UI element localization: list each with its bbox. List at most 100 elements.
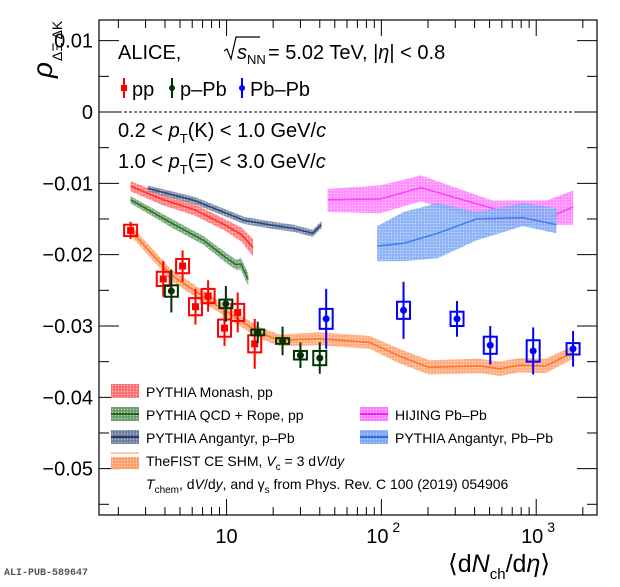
marker-square — [251, 340, 259, 348]
band-hatch — [147, 185, 322, 237]
fist-c: c — [276, 462, 281, 473]
sys-error-box — [163, 284, 179, 298]
foot-b: /d — [204, 476, 216, 492]
marker-square — [234, 308, 242, 316]
sys-error-box — [200, 287, 216, 305]
band-thefist-ce-shm-v-c-3-dv-dy — [130, 225, 574, 376]
band-center-line — [130, 185, 254, 248]
legend-item-monash: PYTHIA Monash, pp — [111, 384, 273, 400]
marker-circle — [222, 300, 230, 308]
marker-square — [221, 324, 229, 332]
marker-circle — [529, 347, 537, 355]
legend-bottom: PYTHIA Monash, pp PYTHIA QCD + Rope, pp … — [111, 384, 553, 496]
model-bands — [130, 175, 574, 376]
title-nn: NN — [247, 52, 266, 67]
y-tick-label: −0.01 — [42, 173, 93, 195]
x-tick-label-exponent: 2 — [392, 519, 400, 535]
band-center-line — [147, 187, 322, 235]
marker-square — [191, 303, 199, 311]
band-hatch — [130, 225, 574, 376]
y-tick-label: −0.04 — [42, 387, 93, 409]
data-point — [318, 288, 334, 349]
title-text: ALICE, — [118, 42, 181, 64]
sys-error-box — [396, 300, 412, 320]
marker-circle — [167, 287, 175, 295]
legend-label-pbpb: Pb–Pb — [250, 79, 310, 101]
sys-error-box — [175, 257, 191, 275]
fist-y: y — [336, 453, 345, 469]
legend-item-fist: TheFIST CE SHM, Vc = 3 dV/dy — [111, 452, 345, 473]
legend-label-angantyr-ppb: PYTHIA Angantyr, p–Pb — [146, 430, 295, 446]
legend-label-pp: pp — [132, 79, 154, 101]
sys-error-box — [218, 298, 234, 310]
x-axis-N: N — [472, 550, 491, 578]
series-p-pb — [163, 269, 328, 374]
y-tick-label: −0.02 — [42, 245, 93, 267]
x-tick-label-exponent: 3 — [547, 519, 555, 535]
band-area — [130, 225, 574, 376]
annotation-kaon-pt: 0.2 < pT(K) < 1.0 GeV/c — [118, 120, 326, 146]
foot-a: , d — [179, 476, 195, 492]
band-pythia-angantyr-pb-pb — [377, 203, 557, 262]
legend-label-fist: TheFIST CE SHM, Vc = 3 dV/dy — [146, 453, 345, 473]
title-s: s — [237, 42, 247, 64]
marker-circle — [279, 337, 287, 345]
title-rest: = 5.02 TeV, |η| < 0.8 — [268, 42, 445, 64]
x-axis-close: ⟩ — [540, 550, 550, 578]
sys-error-box — [525, 339, 541, 363]
foot-d: from Phys. Rev. C 100 (2019) 054906 — [270, 476, 509, 492]
fist-V2: V — [316, 453, 327, 469]
legend-label-monash: PYTHIA Monash, pp — [146, 384, 273, 400]
data-point — [275, 326, 291, 356]
band-pythia-monash-pp — [130, 181, 254, 257]
fist-a: TheFIST CE SHM, — [146, 453, 266, 469]
band-center-line — [377, 216, 557, 247]
annotation-xi-pt: 1.0 < pT(Ξ) < 3.0 GeV/c — [118, 151, 326, 177]
band-hatch — [377, 203, 557, 262]
legend-footnote: Tchem, dV/dy, and γs from Phys. Rev. C 1… — [146, 476, 509, 496]
ann2-a: 1.0 < — [118, 151, 169, 173]
sys-error-box — [565, 342, 581, 356]
marker-circle — [316, 354, 324, 362]
marker-square — [204, 292, 212, 300]
legend-item-pp: pp — [121, 78, 154, 101]
x-tick-label: 10 — [366, 526, 388, 548]
sys-error-box — [318, 307, 334, 330]
y-tick-label: −0.03 — [42, 316, 93, 338]
sys-error-box — [312, 349, 328, 367]
sys-error-box — [292, 349, 308, 361]
y-tick-label: −0.05 — [42, 459, 93, 481]
data-point — [250, 321, 266, 344]
marker-square — [179, 262, 187, 270]
band-center-line — [130, 229, 574, 370]
x-axis-mid: /d — [506, 550, 527, 578]
legend-item-ppb: p–Pb — [169, 78, 227, 101]
marker-circle — [486, 341, 494, 349]
marker-circle — [453, 315, 461, 323]
band-pythia-qcd-rope-pp — [130, 196, 249, 286]
ann1-T: T — [180, 131, 188, 146]
legend-label-ppb: p–Pb — [180, 79, 227, 101]
sys-error-box — [217, 318, 233, 338]
y-axis-title: ρ ΔΞ ΔK — [27, 20, 65, 79]
ann1-c: c — [316, 120, 326, 142]
foot-s: s — [265, 485, 270, 496]
sys-error-box — [187, 297, 203, 317]
y-tick-label: 0 — [82, 102, 93, 124]
x-tick-labels: 10 10 2 10 3 — [215, 519, 555, 548]
sys-error-box — [155, 270, 171, 288]
legend-item-rope: PYTHIA QCD + Rope, pp — [111, 407, 304, 423]
publication-id: ALI-PUB-589647 — [4, 568, 89, 579]
legend-label-angantyr-pbpb: PYTHIA Angantyr, Pb–Pb — [395, 430, 553, 446]
foot-y: y — [215, 476, 224, 492]
marker-square — [159, 275, 167, 283]
marker-circle — [296, 351, 304, 359]
marker-circle — [322, 315, 330, 323]
legend-item-angantyr-pbpb: PYTHIA Angantyr, Pb–Pb — [360, 430, 553, 446]
x-axis-eta: η — [526, 550, 540, 578]
foot-T: T — [146, 476, 156, 492]
x-axis-ch: ch — [490, 566, 506, 583]
band-pythia-angantyr-p-pb — [147, 185, 322, 237]
data-point — [175, 250, 191, 282]
